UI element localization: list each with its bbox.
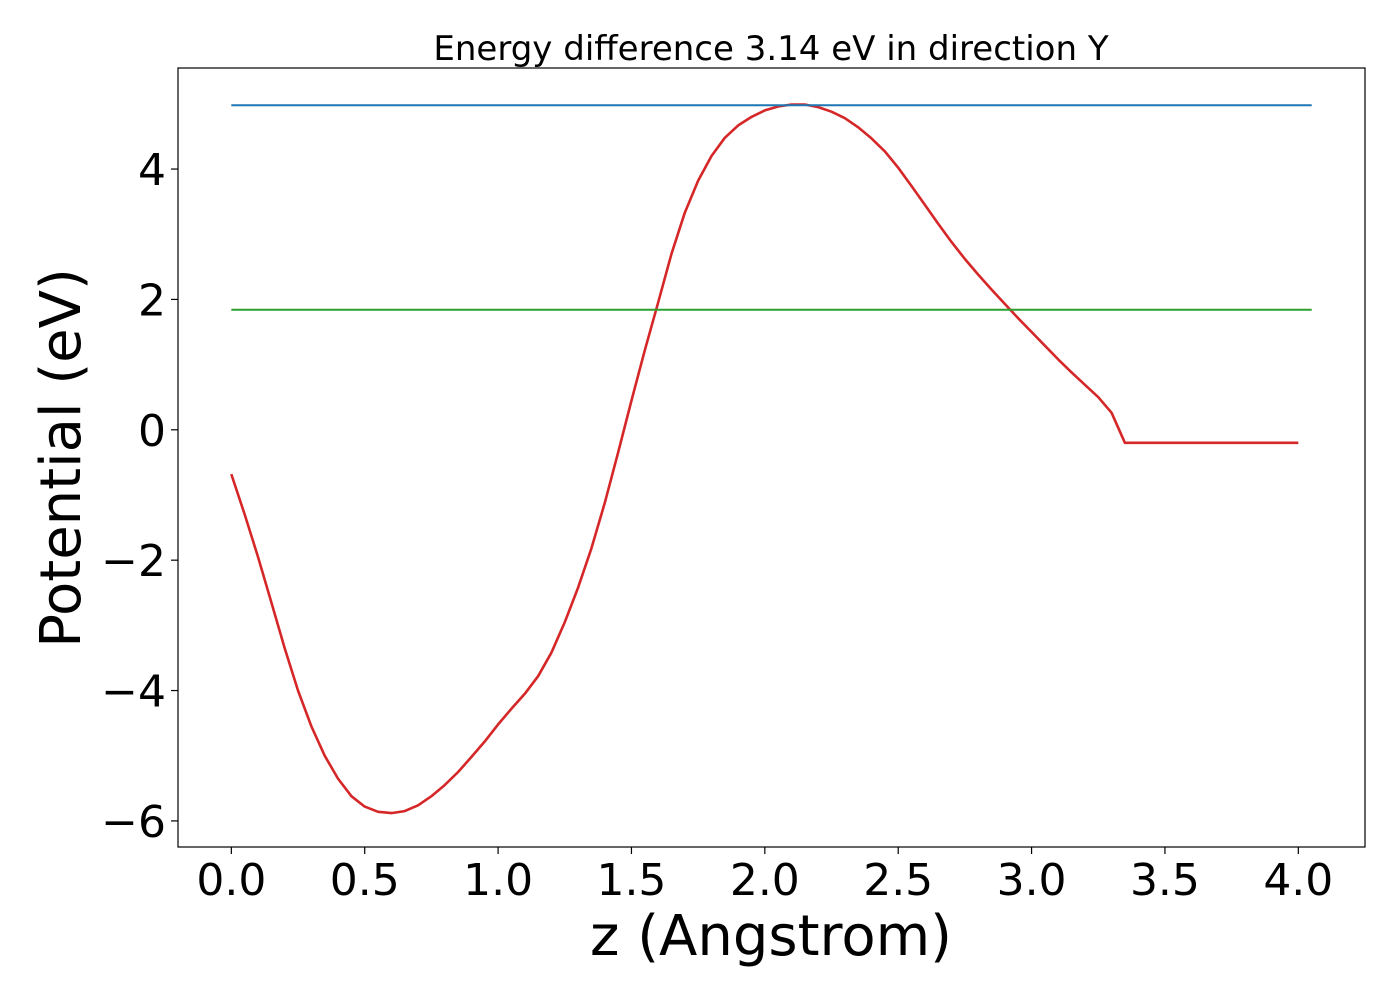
x-tick-label: 3.0: [997, 855, 1067, 906]
chart-title: Energy difference 3.14 eV in direction Y: [433, 29, 1108, 69]
x-tick-label: 0.0: [196, 855, 266, 906]
x-tick-label: 1.5: [596, 855, 666, 906]
x-axis-ticks: 0.0 0.5 1.0 1.5 2.0 2.5 3.0 3.5 4.0: [196, 847, 1333, 906]
x-tick-label: 1.0: [463, 855, 533, 906]
y-axis-ticks: −6 −4 −2 0 2 4: [101, 145, 178, 848]
y-tick-label: −6: [101, 797, 166, 848]
y-tick-label: −2: [101, 536, 166, 587]
x-tick-label: 4.0: [1263, 855, 1333, 906]
series-line-potential-curve: [230, 103, 1299, 815]
series-layer: [230, 103, 1312, 815]
y-tick-label: 2: [138, 275, 166, 326]
x-tick-label: 0.5: [330, 855, 400, 906]
y-tick-label: −4: [101, 667, 166, 718]
y-tick-label: 0: [138, 406, 166, 457]
x-tick-label: 2.5: [863, 855, 933, 906]
y-axis-title: Potential (eV): [29, 268, 94, 648]
y-tick-label: 4: [138, 145, 166, 196]
plot-frame: [177, 67, 1366, 848]
x-axis-title: z (Angstrom): [590, 904, 952, 969]
x-tick-label: 3.5: [1130, 855, 1200, 906]
plot-background: [178, 68, 1365, 847]
x-tick-label: 2.0: [730, 855, 800, 906]
